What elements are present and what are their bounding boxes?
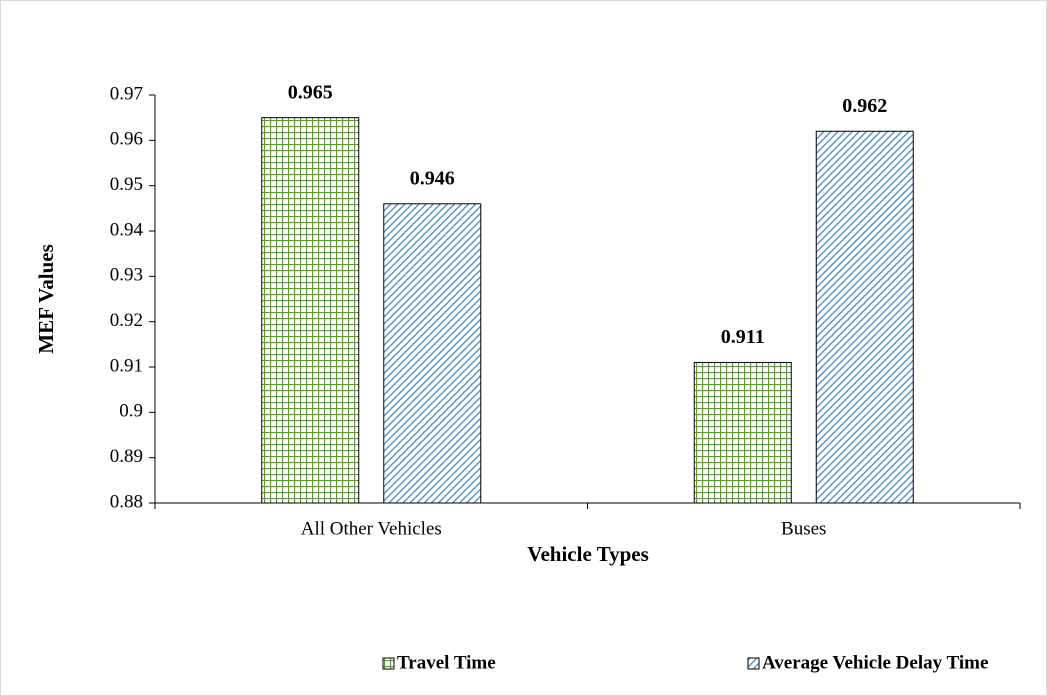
- data-label: 0.965: [288, 81, 333, 103]
- y-tick-label: 0.92: [110, 310, 143, 331]
- y-tick-label: 0.97: [110, 83, 143, 104]
- x-tick-label: Buses: [781, 518, 826, 539]
- legend-swatch: [747, 657, 760, 670]
- y-axis-title: MEF Values: [34, 244, 58, 354]
- data-label: 0.962: [842, 95, 887, 117]
- y-tick-label: 0.95: [110, 174, 143, 195]
- data-label: 0.911: [721, 326, 765, 348]
- y-tick-label: 0.88: [110, 491, 143, 512]
- y-tick-label: 0.93: [110, 265, 143, 286]
- y-tick-label: 0.94: [110, 219, 144, 240]
- bar: [693, 361, 792, 504]
- bar: [383, 203, 482, 504]
- x-axis-title: Vehicle Types: [527, 542, 649, 566]
- legend-swatch: [382, 657, 395, 670]
- data-label: 0.946: [410, 167, 455, 189]
- bar: [261, 117, 360, 504]
- legend-label: Average Vehicle Delay Time: [762, 652, 988, 673]
- y-tick-label: 0.96: [110, 129, 143, 150]
- y-tick-label: 0.9: [119, 401, 143, 422]
- y-tick-label: 0.89: [110, 446, 143, 467]
- legend-label: Travel Time: [397, 652, 496, 673]
- y-tick-label: 0.91: [110, 355, 143, 376]
- x-tick-label: All Other Vehicles: [301, 518, 442, 539]
- bar: [815, 130, 914, 504]
